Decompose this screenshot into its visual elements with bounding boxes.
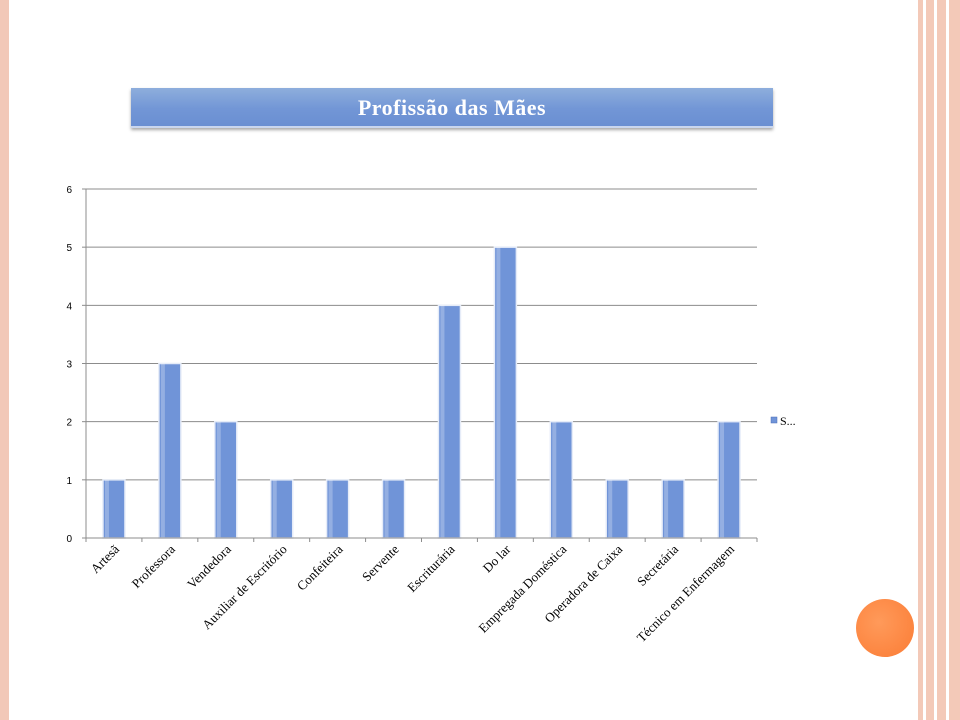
bar-highlight (440, 305, 445, 538)
x-category-label: Professora (129, 541, 179, 591)
x-category-label: Vendedora (184, 541, 234, 591)
gridlines (86, 188, 757, 481)
slide-stripe (949, 0, 960, 720)
legend: S... (770, 414, 796, 428)
bar-highlight (328, 479, 333, 538)
bar-highlight (160, 363, 165, 538)
bar-highlight (272, 479, 277, 538)
y-tick-label: 0 (66, 534, 72, 545)
x-category-label: Artesã (87, 541, 122, 576)
legend-swatch (770, 416, 778, 424)
slide-stripe (926, 0, 934, 720)
y-tick-label: 5 (66, 243, 72, 254)
y-tick-label: 6 (66, 185, 72, 196)
bar-highlight (552, 421, 557, 538)
x-category-label: Escriturária (404, 541, 458, 595)
y-tick-label: 1 (66, 476, 72, 487)
slide-stripe (937, 0, 946, 720)
x-category-label: Secretária (634, 541, 682, 589)
bars (102, 246, 741, 539)
y-tick-label: 3 (66, 360, 72, 371)
y-tick-label: 2 (66, 418, 72, 429)
x-category-label: Do lar (480, 541, 514, 575)
slide-stripe (918, 0, 923, 720)
slide-border-left (0, 0, 9, 720)
x-category-label: Confeiteira (294, 541, 346, 593)
chart-title: Profissão das Mães (357, 95, 547, 120)
legend-label: S... (780, 414, 796, 428)
y-tick-labels: 0 1 2 3 4 5 6 (66, 185, 86, 545)
chart-title-box: Profissão das Mães (131, 88, 773, 128)
axes (85, 189, 758, 542)
bar-highlight (216, 421, 221, 538)
bar-highlight (720, 421, 725, 538)
x-category-label: Técnico em Enfermagem (634, 542, 738, 646)
bar-highlight (664, 479, 669, 538)
bar-highlight (104, 479, 109, 538)
y-tick-label: 4 (66, 301, 72, 312)
bar-highlight (384, 479, 389, 538)
bar-highlight (496, 247, 501, 538)
decorative-orange-circle (856, 599, 914, 657)
bar-highlight (608, 479, 613, 538)
x-category-label: Servente (359, 541, 402, 584)
